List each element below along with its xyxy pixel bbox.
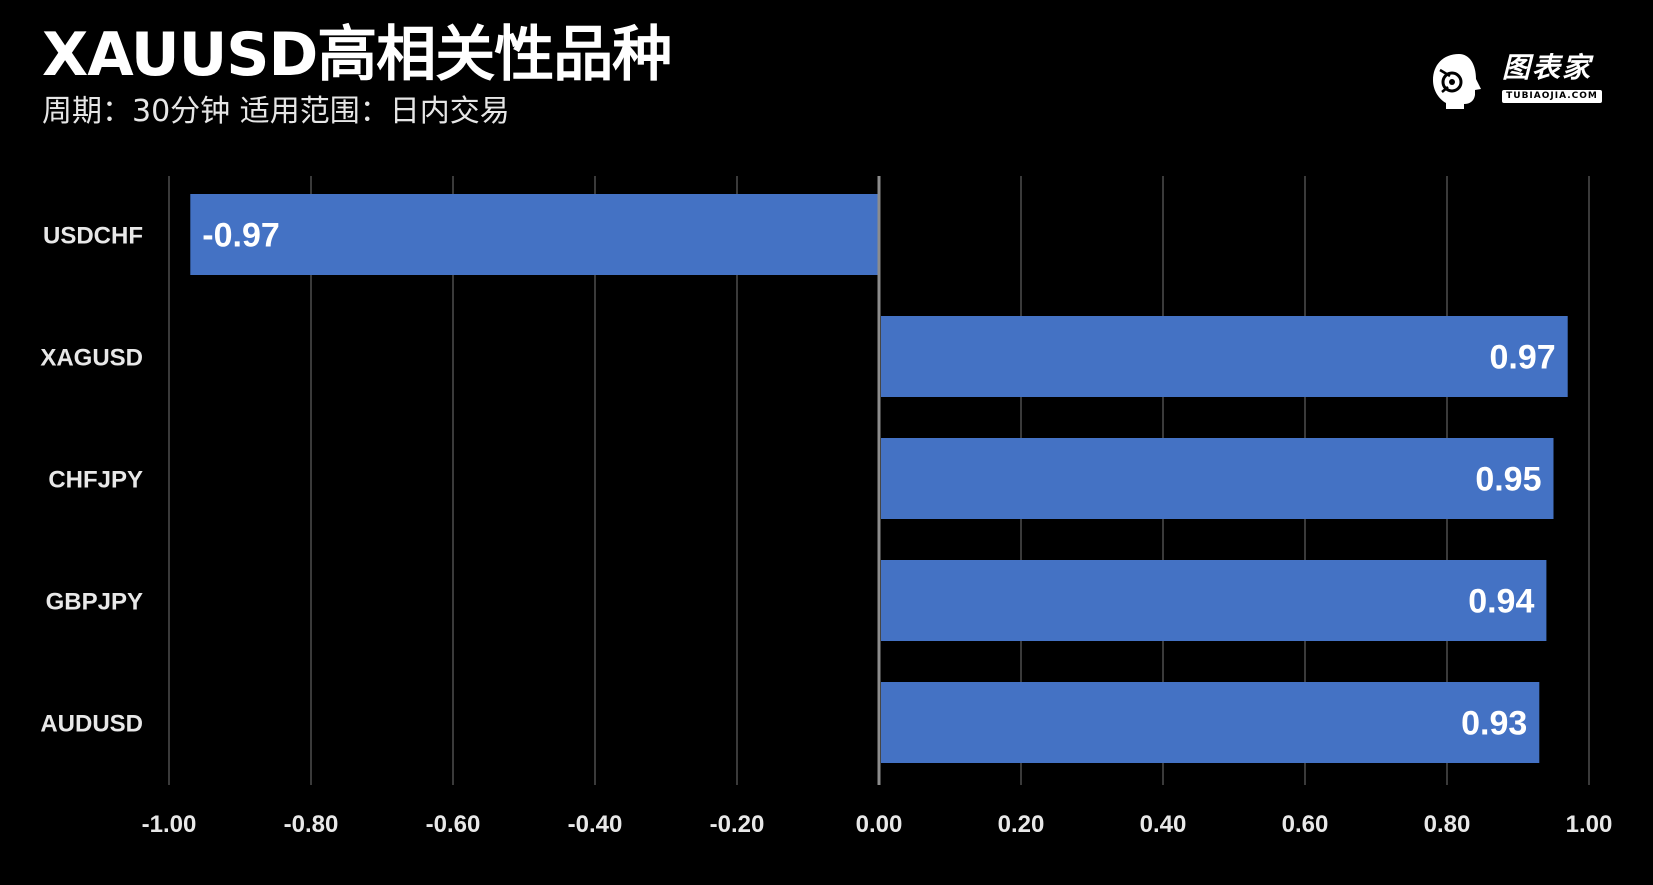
x-tick-label: 0.80 bbox=[1424, 811, 1471, 838]
x-tick-label: -0.80 bbox=[284, 811, 339, 838]
bars bbox=[190, 194, 1568, 763]
category-label: GBPJPY bbox=[46, 589, 143, 616]
brand-tagline: TUBIAOJIA.COM bbox=[1502, 90, 1602, 103]
page-subtitle: 周期：30分钟 适用范围：日内交易 bbox=[42, 94, 510, 129]
brand-logo-icon bbox=[1433, 54, 1481, 109]
bar-audusd bbox=[881, 682, 1540, 763]
x-tick-label: -1.00 bbox=[142, 811, 197, 838]
bar-gbpjpy bbox=[881, 560, 1547, 641]
brand-name: 图表家 bbox=[1502, 51, 1593, 84]
x-tick-label: 0.00 bbox=[856, 811, 903, 838]
bar-chfjpy bbox=[881, 438, 1554, 519]
data-label: -0.97 bbox=[202, 217, 279, 255]
x-tick-label: 0.60 bbox=[1282, 811, 1329, 838]
data-label: 0.97 bbox=[1490, 339, 1556, 377]
data-label: 0.94 bbox=[1468, 583, 1534, 621]
category-label: USDCHF bbox=[43, 223, 143, 250]
labels: -1.00 -0.80 -0.60 -0.40 -0.20 0.00 0.20 0.40 0.6… bbox=[40, 217, 1612, 839]
x-tick-label: 1.00 bbox=[1566, 811, 1613, 838]
data-label: 0.95 bbox=[1475, 461, 1541, 499]
page-title: XAUUSD高相关性品种 bbox=[42, 20, 672, 90]
x-tick-label: -0.40 bbox=[568, 811, 623, 838]
x-tick-label: 0.20 bbox=[998, 811, 1045, 838]
brand-logo: 图表家 TUBIAOJIA.COM bbox=[1430, 50, 1606, 112]
category-label: XAGUSD bbox=[40, 345, 143, 372]
x-tick-label: -0.60 bbox=[426, 811, 481, 838]
category-label: AUDUSD bbox=[40, 711, 143, 738]
x-tick-label: -0.20 bbox=[710, 811, 765, 838]
data-label: 0.93 bbox=[1461, 705, 1527, 743]
category-label: CHFJPY bbox=[48, 467, 143, 494]
x-tick-label: 0.40 bbox=[1140, 811, 1187, 838]
bar-xagusd bbox=[881, 316, 1568, 397]
bar-usdchf bbox=[190, 194, 879, 275]
